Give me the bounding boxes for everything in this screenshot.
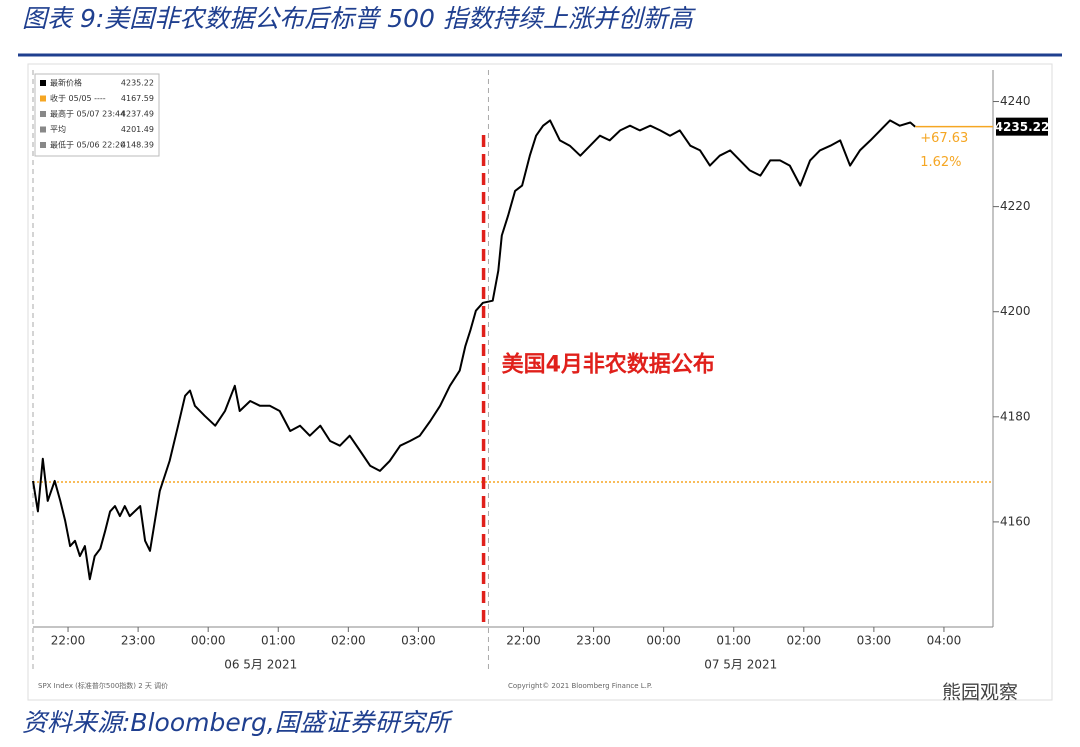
x-tick-label: 22:00 xyxy=(51,634,86,648)
legend-label: 最新价格 xyxy=(50,78,82,88)
chart-frame xyxy=(27,63,1053,701)
x-tick-label: 01:00 xyxy=(261,634,296,648)
watermark: 熊园观察 xyxy=(942,682,1018,704)
x-group-label: 06 5月 2021 xyxy=(224,658,297,672)
footnote-left: SPX Index (标准普尔500指数) 2 天 调价 xyxy=(38,681,168,690)
change-label: +67.63 xyxy=(920,131,968,146)
change-pct-label: 1.62% xyxy=(920,155,961,170)
last-value-label: 4235.22 xyxy=(995,120,1050,134)
x-tick-label: 23:00 xyxy=(121,634,156,648)
x-tick-label: 23:00 xyxy=(576,634,611,648)
event-label: 美国4月非农数据公布 xyxy=(502,352,715,378)
legend-value: 4235.22 xyxy=(121,79,154,88)
y-tick-label: 4240 xyxy=(1000,94,1031,108)
y-tick-label: 4180 xyxy=(1000,409,1031,423)
chart-title: 图表 9:美国非农数据公布后标普 500 指数持续上涨并创新高 xyxy=(22,4,697,33)
x-tick-label: 03:00 xyxy=(857,634,892,648)
legend-marker xyxy=(40,95,46,102)
x-group-label: 07 5月 2021 xyxy=(704,658,777,672)
legend-marker xyxy=(40,142,46,148)
source: 资料来源:Bloomberg,国盛证券研究所 xyxy=(22,708,454,737)
legend-marker xyxy=(40,111,46,117)
price-line xyxy=(32,119,916,581)
legend-value: 4167.59 xyxy=(121,94,154,103)
x-tick-label: 03:00 xyxy=(401,634,436,648)
y-tick-label: 4160 xyxy=(1000,514,1031,528)
y-tick-label: 4220 xyxy=(1000,199,1031,213)
legend-marker xyxy=(40,126,46,133)
x-tick-label: 00:00 xyxy=(191,634,226,648)
y-tick-label: 4200 xyxy=(1000,304,1031,318)
legend-label: 最高于 05/07 23:44 xyxy=(50,109,125,119)
legend-label: 平均 xyxy=(50,124,66,134)
x-tick-label: 00:00 xyxy=(646,634,681,648)
x-tick-label: 01:00 xyxy=(716,634,751,648)
last-value-tag xyxy=(996,117,1048,136)
x-tick-label: 04:00 xyxy=(927,634,962,648)
legend-box xyxy=(34,73,160,157)
legend-label: 最低于 05/06 22:20 xyxy=(50,140,125,150)
legend-label: 收于 05/05 ---- xyxy=(50,93,106,103)
legend-value: 4201.49 xyxy=(121,125,154,134)
footnote-right: Copyright© 2021 Bloomberg Finance L.P. xyxy=(508,682,652,690)
x-tick-label: 02:00 xyxy=(787,634,822,648)
x-tick-label: 02:00 xyxy=(331,634,366,648)
x-tick-label: 22:00 xyxy=(506,634,541,648)
legend-value: 4237.49 xyxy=(121,110,154,119)
legend-marker xyxy=(40,80,46,86)
legend-value: 4148.39 xyxy=(121,141,154,150)
